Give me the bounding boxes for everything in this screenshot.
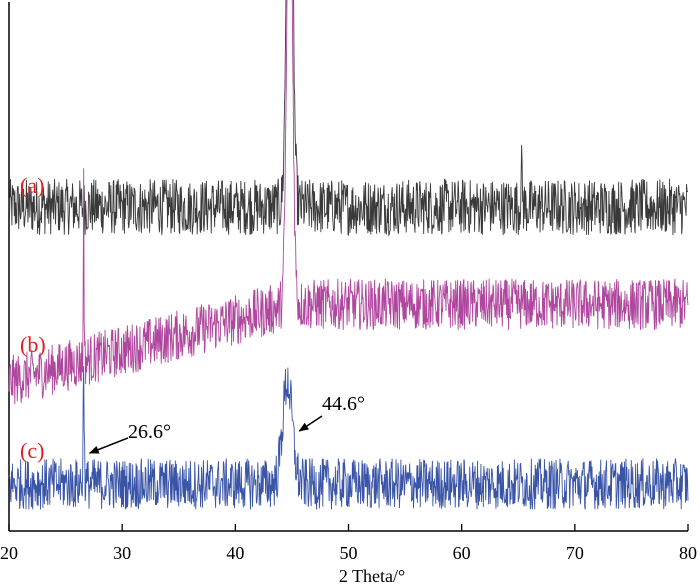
x-tick-label: 20 [0, 543, 18, 563]
peak-annotations: 26.6° 44.6° [88, 393, 365, 454]
x-tick-label: 50 [340, 543, 358, 563]
series-line-c [8, 366, 689, 510]
plot-area [8, 0, 689, 510]
x-tick-label: 40 [226, 543, 244, 563]
peak-arrow-26 [88, 437, 129, 454]
series-label-a: (a) [20, 173, 44, 198]
series-line-a [8, 0, 689, 237]
x-tick-label: 70 [566, 543, 584, 563]
x-tick-label: 60 [453, 543, 471, 563]
x-axis-ticks: 20 30 40 50 60 70 80 [0, 524, 697, 563]
series-line-b [8, 0, 689, 405]
x-tick-label: 80 [679, 543, 697, 563]
series-labels: (a) (b) (c) [20, 173, 46, 463]
peak-label-44: 44.6° [322, 393, 365, 415]
peak-arrow-44 [298, 415, 323, 432]
peak-label-26: 26.6° [128, 421, 171, 443]
series-label-b: (b) [20, 332, 46, 357]
x-axis-title: 2 Theta/° [339, 566, 405, 586]
x-tick-label: 30 [113, 543, 131, 563]
series-label-c: (c) [20, 438, 44, 463]
